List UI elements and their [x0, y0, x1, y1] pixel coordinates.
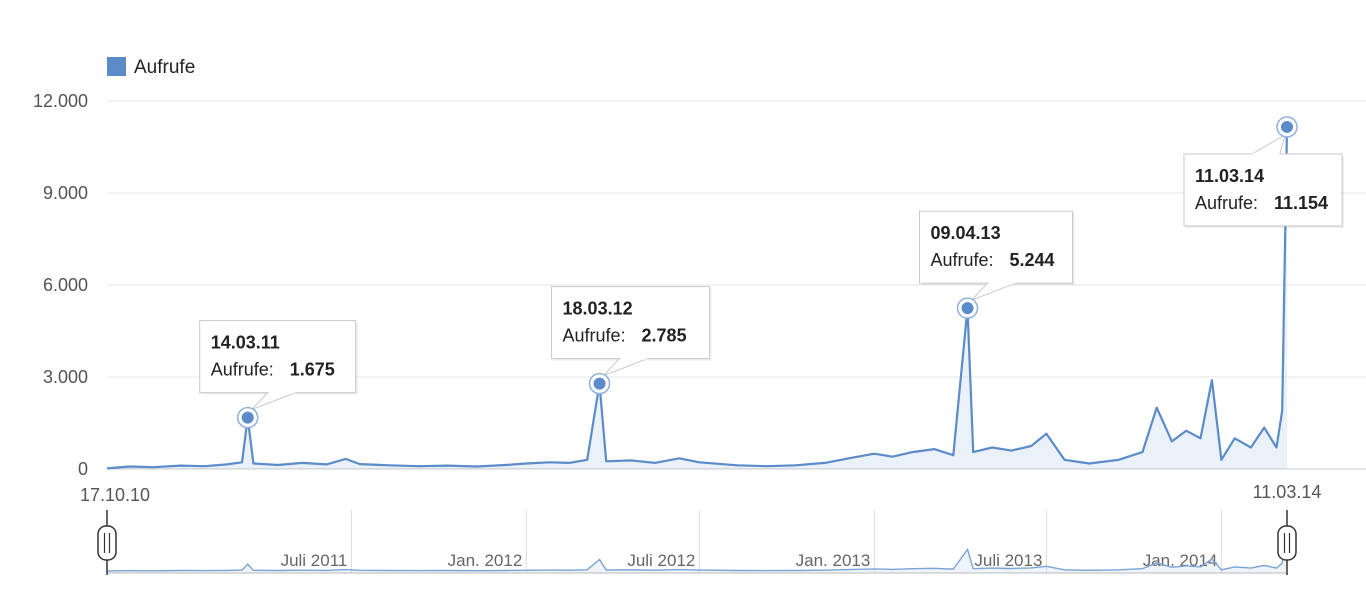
callout-box — [1183, 153, 1343, 227]
callout-value: 1.675 — [290, 360, 335, 380]
callout-value: 5.244 — [1010, 250, 1055, 270]
range-handle-left[interactable] — [97, 510, 117, 575]
series-line — [106, 126, 1289, 470]
data-point-marker[interactable] — [239, 409, 256, 426]
annotation-callout: 18.03.12 Aufrufe: 2.785 — [551, 286, 712, 377]
navigator-area — [107, 525, 1287, 573]
y-tick-label: 12.000 — [33, 91, 88, 111]
callout-value: 2.785 — [642, 326, 687, 346]
callout-pointer — [251, 392, 296, 411]
navigator-label: Juli 2013 — [974, 551, 1042, 570]
range-navigator[interactable]: Juli 2011 Jan. 2012 Juli 2012 Jan. 2013 Juli… — [97, 510, 1297, 575]
data-point-marker[interactable] — [1279, 118, 1295, 135]
legend-swatch — [107, 57, 126, 76]
callout-pointer — [971, 282, 1016, 301]
callout-date: 09.04.13 — [931, 223, 1001, 243]
annotation-callout: 09.04.13 Aufrufe: 5.244 — [919, 210, 1075, 301]
callout-series-name: Aufrufe: — [211, 360, 274, 380]
legend: Aufrufe — [107, 57, 195, 78]
range-handle-right[interactable] — [1277, 510, 1297, 575]
y-tick-label: 6.000 — [43, 275, 88, 295]
data-point-marker[interactable] — [591, 375, 608, 392]
callout-pointer — [603, 358, 648, 377]
navigator-label: Juli 2011 — [281, 551, 348, 570]
y-axis-ticks: 0 3.000 6.000 9.000 12.000 — [33, 91, 88, 479]
navigator-label: Juli 2012 — [627, 551, 695, 570]
callout-series-name: Aufrufe: — [563, 326, 626, 346]
navigator-label: Jan. 2013 — [796, 551, 871, 570]
series-aufrufe — [106, 126, 1289, 470]
navigator-background — [107, 510, 1287, 573]
callout-value: 11.154 — [1274, 193, 1328, 213]
annotation-callout: 14.03.11 Aufrufe: 1.675 — [199, 320, 358, 411]
y-tick-label: 9.000 — [43, 183, 88, 203]
y-tick-label: 0 — [78, 459, 88, 479]
callout-box — [551, 286, 711, 360]
range-start-label: 17.10.10 — [80, 485, 150, 505]
y-tick-label: 3.000 — [43, 367, 88, 387]
handle-grip[interactable] — [97, 525, 117, 561]
navigator-label: Jan. 2012 — [448, 551, 523, 570]
callout-date: 18.03.12 — [563, 299, 633, 319]
callout-box — [199, 320, 357, 394]
handle-grip[interactable] — [1277, 525, 1297, 561]
annotation-callout: 11.03.14 Aufrufe: 11.154 — [1183, 133, 1344, 228]
callout-series-name: Aufrufe: — [931, 250, 994, 270]
annotations: 14.03.11 Aufrufe: 1.675 18.03.12 Aufrufe: 2.7… — [199, 116, 1344, 429]
range-end-label: 11.03.14 — [1253, 482, 1322, 502]
navigator-line — [106, 524, 1288, 572]
callout-date: 14.03.11 — [211, 333, 280, 353]
range-labels: 17.10.10 11.03.14 — [80, 482, 1321, 505]
callout-series-name: Aufrufe: — [1195, 193, 1258, 213]
navigator-label: Jan. 2014 — [1143, 551, 1218, 570]
legend-label: Aufrufe — [134, 57, 195, 78]
callout-pointer — [1250, 133, 1286, 155]
callout-date: 11.03.14 — [1195, 166, 1264, 186]
gridlines — [107, 100, 1366, 470]
data-point-marker[interactable] — [959, 300, 976, 317]
callout-box — [919, 210, 1074, 284]
